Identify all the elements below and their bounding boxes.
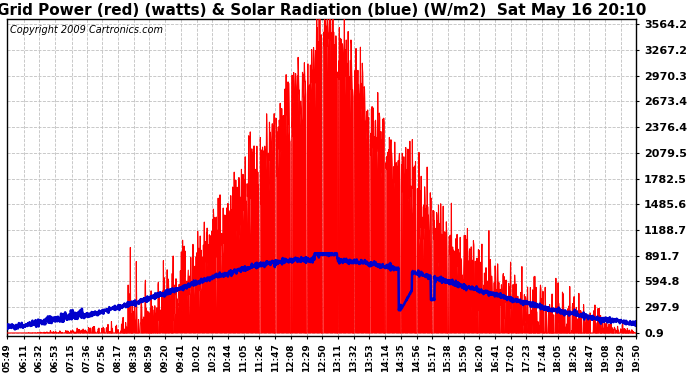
Title: Grid Power (red) (watts) & Solar Radiation (blue) (W/m2)  Sat May 16 20:10: Grid Power (red) (watts) & Solar Radiati… [0, 3, 647, 18]
Text: Copyright 2009 Cartronics.com: Copyright 2009 Cartronics.com [10, 25, 164, 35]
